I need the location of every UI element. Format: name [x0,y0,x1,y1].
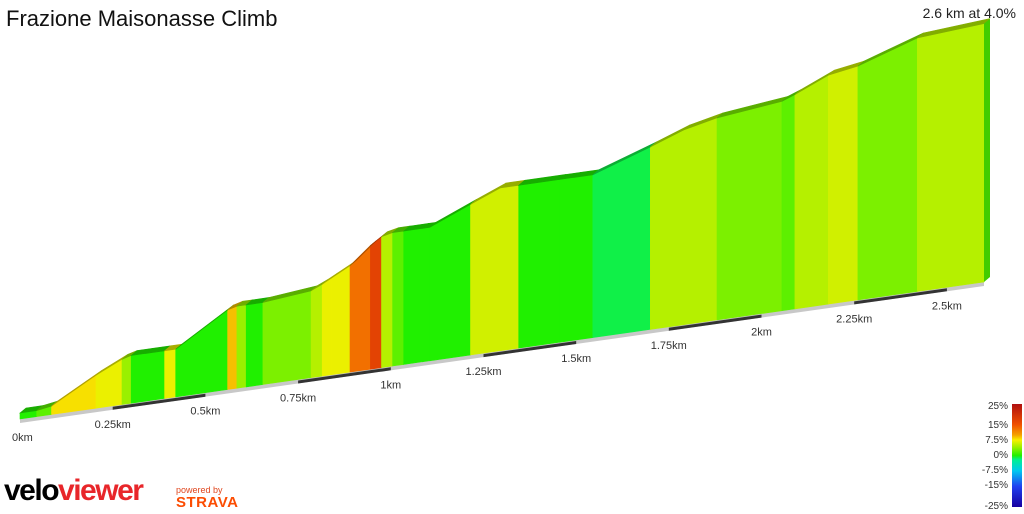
profile-segment [236,304,247,389]
profile-segment [175,309,228,398]
gradient-legend-label: 0% [994,450,1009,461]
distance-axis-band [854,288,947,305]
distance-tick-label: 1.25km [465,366,501,378]
distance-tick-label: 1km [380,379,401,391]
gradient-legend-label: 15% [988,420,1008,431]
gradient-legend-label: -25% [985,501,1008,512]
profile-segment [421,227,431,363]
distance-tick-label: 2.25km [836,313,872,325]
profile-segment [403,228,423,365]
distance-axis-band [483,341,577,358]
gradient-legend: 25% 15% 7.5% 0% -7.5% -15% -25% [982,401,1022,512]
distance-tick-label: 1.5km [561,353,591,365]
profile-segment [121,355,132,405]
gradient-legend-label: -15% [985,480,1008,491]
gradient-legend-bar [1012,404,1022,507]
strava-logo: STRAVA [176,494,239,511]
profile-segment [130,353,147,404]
gradient-legend-label: 7.5% [985,435,1008,446]
profile-segment [857,37,918,301]
profile-segment [164,348,176,399]
profile-segment [227,305,238,390]
profile-segment [145,350,165,402]
chart-title: Frazione Maisonasse Climb [6,6,278,31]
profile-segment [794,74,829,310]
profile-segment [331,265,351,376]
gradient-legend-label: -7.5% [982,465,1008,476]
distance-axis-band [298,367,391,384]
profile-segment [262,290,312,385]
veloviewer-logo-velo: velo [4,474,60,507]
profile-segment [716,101,783,321]
profile-segment [573,174,594,341]
profile-segment [429,203,471,362]
profile-segment [245,302,264,388]
profile-segment [683,117,718,326]
profile-segment [321,277,332,377]
profile-segment [381,232,393,368]
profile-segment [470,187,501,356]
profile-segment [559,177,575,343]
distance-tick-label: 0.5km [190,406,220,418]
profile-end-cap [984,18,990,282]
strava-badge[interactable]: powered by STRAVA [176,486,238,511]
distance-tick-label: 1.75km [651,340,687,352]
profile-segment [392,230,405,367]
profile-segment [592,146,651,338]
profile-segment [781,94,796,312]
distance-axis-band [112,393,206,410]
profile-segment [649,129,685,330]
distance-tick-label: 2km [751,327,772,339]
profile-segment [916,23,985,292]
gradient-legend-label: 25% [988,401,1008,412]
profile-segments [19,23,985,420]
profile-segment [499,184,520,352]
powered-by-label: powered by [176,485,223,495]
profile-segment [349,244,371,373]
distance-axis-band [668,314,762,331]
profile-top-surface [18,18,991,414]
profile-segment [51,374,97,415]
distance-tick-label: 0.25km [95,419,131,431]
distance-tick-label: 0km [12,432,33,444]
veloviewer-logo-viewer: viewer [58,474,144,507]
distance-tick-label: 2.5km [932,300,962,312]
climb-summary: 2.6 km at 4.0% [922,5,1016,21]
distance-axis: 0km 0.25km 0.5km 0.75km 1km 1.25km 1.5km 1.75km… [12,288,962,444]
distance-tick-label: 0.75km [280,393,316,405]
veloviewer-logo[interactable]: veloviewer [4,474,144,514]
profile-segment [310,283,323,378]
profile-segment [827,65,859,305]
profile-segment [518,179,560,349]
profile-segment [370,236,382,370]
